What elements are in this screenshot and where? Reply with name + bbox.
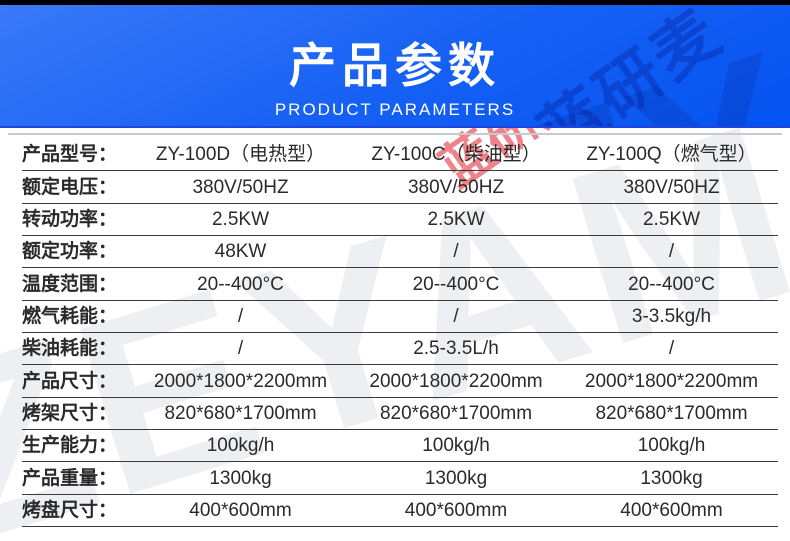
cell-value: 2.5KW	[642, 208, 701, 230]
cell-value: 1300kg	[640, 467, 703, 489]
cell-model-d: ZY-100D（电热型）	[155, 144, 326, 166]
cell-model-q: ZY-100Q（燃气型）	[586, 144, 757, 166]
row-label: 产品重量：	[22, 467, 118, 489]
cell-value: 820*680*1700mm	[379, 402, 533, 424]
table-row-product-weight: 产品重量： 1300kg 1300kg 1300kg	[22, 462, 778, 495]
cell-value: 380V/50HZ	[623, 176, 720, 198]
cell-model-c: ZY-100C（柴油型）	[371, 144, 541, 166]
cell-value: /	[237, 338, 244, 360]
cell-value: 2000*1800*2200mm	[584, 370, 759, 392]
cell-value: 2.5-3.5L/h	[413, 338, 499, 360]
cell-value: /	[453, 241, 459, 263]
table-row-tray-size: 烤盘尺寸： 400*600mm 400*600mm 400*600mm	[22, 495, 778, 528]
table-row-product-size: 产品尺寸： 2000*1800*2200mm 2000*1800*2200mm …	[22, 365, 778, 398]
table-row-diesel-consumption: 柴油耗能： / 2.5-3.5L/h /	[22, 333, 778, 366]
cell-value: /	[453, 305, 459, 327]
cell-value: 48KW	[214, 241, 267, 263]
row-label: 温度范围：	[22, 273, 118, 295]
table-row-temperature-range: 温度范围： 20--400°C 20--400°C 20--400°C	[22, 268, 778, 301]
row-label: 烤架尺寸：	[22, 402, 118, 424]
cell-value: 400*600mm	[404, 499, 508, 521]
row-label: 转动功率：	[22, 208, 118, 230]
cell-value: 20--400°C	[412, 273, 500, 295]
cell-value: 3-3.5kg/h	[631, 305, 712, 327]
row-label: 产品型号：	[22, 144, 118, 166]
table-row-product-model: 产品型号： ZY-100D（电热型） ZY-100C（柴油型） ZY-100Q（…	[22, 139, 778, 172]
cell-value: 100kg/h	[422, 435, 490, 457]
row-label: 额定电压：	[22, 176, 118, 198]
cell-value: 400*600mm	[620, 499, 723, 521]
cell-value: /	[668, 338, 675, 360]
row-label: 柴油耗能：	[22, 338, 118, 360]
table-row-rotation-power: 转动功率： 2.5KW 2.5KW 2.5KW	[22, 204, 778, 237]
page-title: 产品参数	[289, 39, 501, 92]
table-row-gas-consumption: 燃气耗能： / / 3-3.5kg/h	[22, 301, 778, 334]
parameters-table: 产品型号： ZY-100D（电热型） ZY-100C（柴油型） ZY-100Q（…	[0, 139, 790, 528]
cell-value: 380V/50HZ	[192, 176, 289, 198]
cell-value: /	[668, 241, 675, 263]
cell-value: 1300kg	[209, 467, 272, 489]
cell-value: 820*680*1700mm	[164, 402, 317, 424]
cell-value: 100kg/h	[637, 435, 706, 457]
cell-value: 2000*1800*2200mm	[153, 370, 328, 392]
cell-value: 380V/50HZ	[407, 176, 505, 198]
row-label: 生产能力：	[22, 435, 118, 457]
header-banner: ZEYAMAI 蓝研麦 产品参数 PRODUCT PARAMETERS	[0, 5, 790, 128]
row-label: 燃气耗能：	[22, 305, 118, 327]
banner-divider	[8, 133, 782, 135]
cell-value: 2.5KW	[211, 208, 270, 230]
page-subtitle: PRODUCT PARAMETERS	[274, 100, 516, 119]
top-black-bar	[0, 0, 790, 5]
cell-value: 20--400°C	[628, 273, 715, 295]
table-row-rated-power: 额定功率： 48KW / /	[22, 236, 778, 269]
cell-value: 2000*1800*2200mm	[369, 370, 543, 392]
cell-value: 400*600mm	[189, 499, 292, 521]
cell-value: /	[237, 305, 244, 327]
table-row-rated-voltage: 额定电压： 380V/50HZ 380V/50HZ 380V/50HZ	[22, 171, 778, 204]
cell-value: 20--400°C	[197, 273, 284, 295]
cell-value: 2.5KW	[427, 208, 485, 230]
row-label: 额定功率：	[22, 241, 118, 263]
table-row-production-capacity: 生产能力： 100kg/h 100kg/h 100kg/h	[22, 430, 778, 463]
row-label: 产品尺寸：	[22, 370, 118, 392]
cell-value: 1300kg	[424, 467, 488, 489]
row-label: 烤盘尺寸：	[22, 499, 118, 521]
cell-value: 820*680*1700mm	[595, 402, 748, 424]
table-row-rack-size: 烤架尺寸： 820*680*1700mm 820*680*1700mm 820*…	[22, 398, 778, 431]
cell-value: 100kg/h	[206, 435, 275, 457]
